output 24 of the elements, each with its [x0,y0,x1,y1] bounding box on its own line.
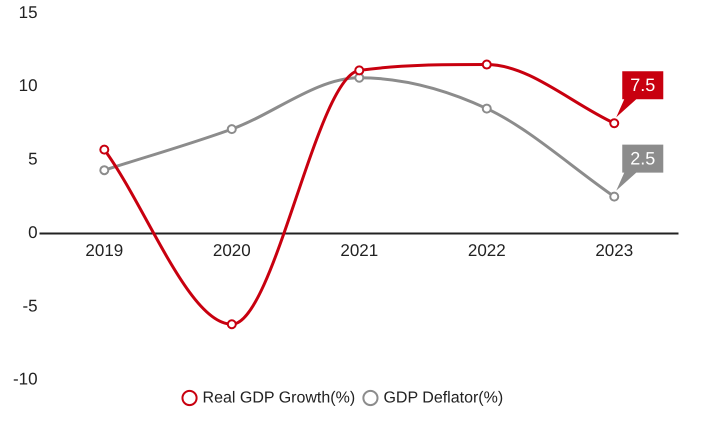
point [354,65,364,76]
point [609,118,620,128]
point [226,319,237,330]
point [609,192,620,202]
data-label: 7.5 [630,75,656,96]
point [482,104,492,114]
legend-label: GDP Deflator(%) [383,389,504,406]
y-tick-label: 0 [28,222,38,242]
point [226,124,237,134]
data-label: 2.5 [630,148,656,169]
y-tick-label: 5 [28,150,38,169]
point [99,165,110,176]
x-tick-label: 2022 [468,241,506,260]
x-tick-label: 2019 [85,241,124,260]
point [99,144,110,155]
x-tick-label: 2023 [595,241,634,260]
y-tick-label: 15 [18,2,38,22]
y-tick-label: -10 [12,370,38,389]
x-tick-label: 2020 [212,241,251,260]
y-tick-label: -5 [22,296,38,316]
point [482,60,492,70]
legend-label: Real GDP Growth(%) [202,389,356,406]
y-tick-label: 10 [18,76,38,96]
x-tick-label: 2021 [340,241,378,260]
